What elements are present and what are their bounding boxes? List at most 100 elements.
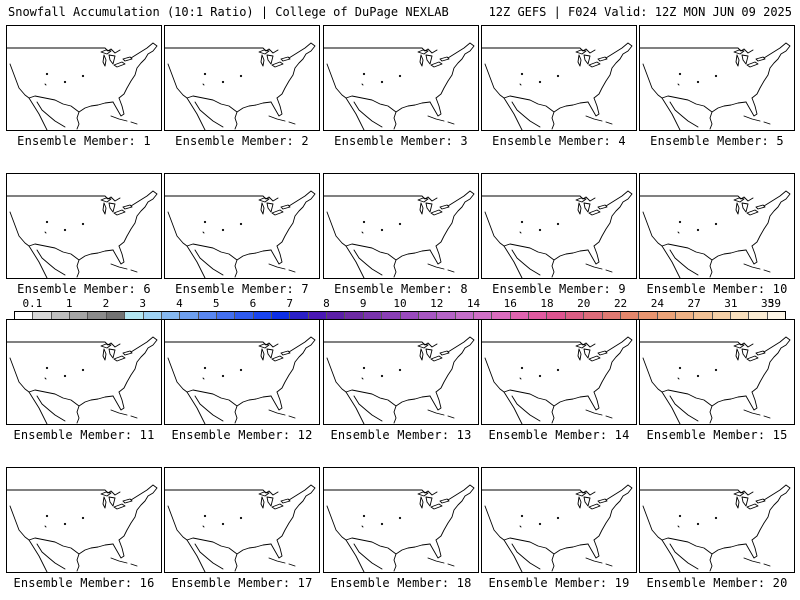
colorbar-tick-label: 10 [393,297,407,310]
colorbar-segment [235,312,254,319]
ensemble-member-panel: Ensemble Member: 2 [164,25,320,148]
member-label: Ensemble Member: 20 [646,576,788,590]
ensemble-member-panel: Ensemble Member: 15 [639,319,795,442]
colorbar-segment [345,312,364,319]
ensemble-member-panel: Ensemble Member: 1 [6,25,162,148]
member-label: Ensemble Member: 18 [330,576,472,590]
map-outline [164,467,320,573]
member-label: Ensemble Member: 11 [13,428,155,442]
map-outline [481,25,637,131]
colorbar-segment [70,312,89,319]
colorbar-tick-label: 35 [760,297,775,310]
colorbar-tick-label: 12 [430,297,444,310]
colorbar-segment [33,312,52,319]
colorbar-segment [363,312,383,319]
ensemble-member-panel: Ensemble Member: 11 [6,319,162,442]
map-title: Snowfall Accumulation (10:1 Ratio) | Col… [8,5,449,19]
colorbar-segment [473,312,493,319]
map-outline [164,25,320,131]
colorbar-segment [437,312,456,319]
colorbar-segment [455,312,474,319]
ensemble-member-panel: Ensemble Member: 17 [164,467,320,590]
map-outline [639,25,795,131]
colorbar-tick-label: 14 [466,297,481,310]
colorbar-segment [767,312,786,319]
member-label: Ensemble Member: 10 [646,282,788,296]
colorbar-segment [510,312,530,319]
colorbar-segment [106,312,126,319]
colorbar-segment [675,312,695,319]
ensemble-member-panel: Ensemble Member: 4 [481,25,637,148]
map-outline [323,173,479,279]
member-label: Ensemble Member: 14 [488,428,630,442]
colorbar-segment [731,312,750,319]
ensemble-member-panel: Ensemble Member: 20 [639,467,795,590]
colorbar-segment [143,312,162,319]
map-outline [6,25,162,131]
member-label: Ensemble Member: 19 [488,576,630,590]
colorbar-segment [547,312,566,319]
colorbar-segment [253,312,273,319]
map-outline [6,319,162,425]
ensemble-member-panel: Ensemble Member: 12 [164,319,320,442]
colorbar-strip [14,311,786,320]
ensemble-member-panel: Ensemble Member: 19 [481,467,637,590]
member-label: Ensemble Member: 15 [646,428,788,442]
colorbar-segment [51,312,71,319]
ensemble-member-panel: Ensemble Member: 9 [481,173,637,296]
colorbar-tick-label: 27 [687,297,701,310]
colorbar-tick-label: 0.1 [22,297,43,310]
ensemble-member-panel: Ensemble Member: 7 [164,173,320,296]
member-label: Ensemble Member: 5 [650,134,784,148]
ensemble-member-panel: Ensemble Member: 14 [481,319,637,442]
map-outline [639,319,795,425]
ensemble-member-panel: Ensemble Member: 10 [639,173,795,296]
map-outline [481,173,637,279]
colorbar-segment [180,312,199,319]
colorbar-segment [529,312,548,319]
snowfall-colorbar: 0.1 1 2 3 4 5 6 7 8 9 10 12 14 16 18 20 22 24 27 31 35 39 [14,297,786,320]
colorbar-segment [15,312,34,319]
member-label: Ensemble Member: 3 [334,134,468,148]
map-outline [481,319,637,425]
ensemble-member-panel: Ensemble Member: 5 [639,25,795,148]
colorbar-segment [657,312,676,319]
member-label: Ensemble Member: 17 [171,576,313,590]
colorbar-tick-label: 22 [613,297,628,310]
colorbar-segment [327,312,346,319]
map-outline [6,467,162,573]
colorbar-segment [565,312,585,319]
colorbar-segment [216,312,236,319]
map-outline [164,319,320,425]
map-outline [323,467,479,573]
map-outline [639,173,795,279]
colorbar-tick-label: 2 [102,297,110,310]
member-label: Ensemble Member: 4 [492,134,626,148]
ensemble-member-panel: Ensemble Member: 16 [6,467,162,590]
colorbar-tick-label: 16 [503,297,517,310]
member-label: Ensemble Member: 16 [13,576,155,590]
colorbar-segment [584,312,603,319]
colorbar-tick-label: 39 [767,297,782,310]
colorbar-segment [198,312,217,319]
colorbar-segment [602,312,621,319]
colorbar-tick-label: 18 [540,297,554,310]
colorbar-segment [492,312,511,319]
colorbar-segment [382,312,401,319]
colorbar-segment [694,312,713,319]
colorbar-segment [308,312,328,319]
colorbar-segment [418,312,438,319]
map-outline [6,173,162,279]
colorbar-segment [290,312,309,319]
ensemble-member-panel: Ensemble Member: 6 [6,173,162,296]
colorbar-tick-label: 1 [65,297,73,310]
colorbar-labels: 0.1 1 2 3 4 5 6 7 8 9 10 12 14 16 18 20 22 24 27 31 35 39 [14,297,786,311]
colorbar-tick-label: 8 [323,297,330,310]
map-outline [164,173,320,279]
colorbar-tick-label: 20 [577,297,591,310]
colorbar-tick-label: 4 [176,297,183,310]
colorbar-tick-label: 24 [650,297,664,310]
colorbar-segment [712,312,732,319]
map-outline [323,319,479,425]
colorbar-segment [125,312,144,319]
